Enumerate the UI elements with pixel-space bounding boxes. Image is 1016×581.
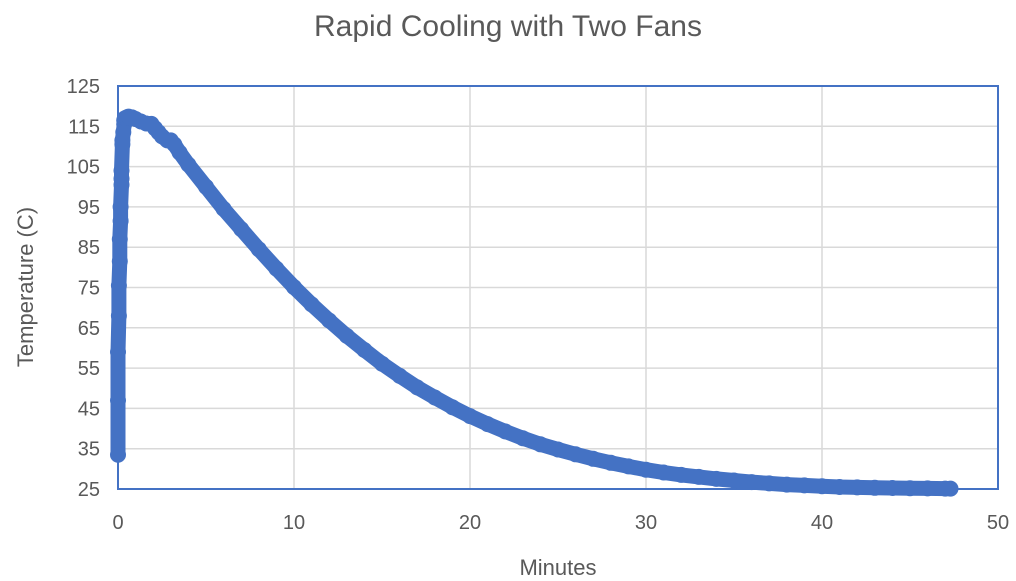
data-point — [356, 342, 373, 358]
data-point — [743, 474, 760, 491]
data-point — [796, 477, 813, 494]
data-point — [426, 389, 443, 406]
data-point — [110, 392, 126, 409]
data-point — [690, 468, 707, 485]
y-tick-label: 95 — [78, 197, 100, 219]
data-point — [110, 277, 127, 294]
chart-title: Rapid Cooling with Two Fans — [314, 10, 702, 43]
y-tick-label: 25 — [78, 479, 100, 501]
data-point — [250, 241, 267, 258]
data-point — [761, 475, 778, 492]
data-point — [286, 279, 302, 296]
data-point — [497, 423, 514, 440]
data-point — [233, 221, 250, 238]
y-tick-label: 45 — [78, 398, 100, 420]
data-point — [814, 478, 830, 495]
data-point — [726, 472, 742, 489]
x-tick-label: 30 — [635, 512, 657, 534]
data-point — [111, 231, 128, 248]
series-temperature — [110, 108, 959, 497]
data-point — [902, 480, 918, 497]
data-point — [585, 450, 602, 467]
data-point — [849, 479, 866, 496]
data-point — [919, 480, 936, 497]
series-line — [110, 109, 958, 497]
data-point — [110, 344, 126, 360]
data-point — [866, 479, 883, 496]
data-point — [338, 327, 355, 344]
data-point — [303, 296, 320, 313]
y-gridlines — [118, 85, 998, 490]
data-point — [602, 454, 619, 471]
data-point — [198, 178, 214, 195]
data-point — [514, 430, 531, 447]
y-tick-label: 35 — [78, 439, 100, 461]
data-point — [620, 458, 637, 475]
data-point — [113, 162, 130, 179]
x-tick-label: 10 — [283, 512, 305, 534]
data-point — [112, 213, 129, 229]
data-point — [112, 198, 129, 215]
y-tick-label: 65 — [78, 318, 100, 340]
y-tick-label: 115 — [68, 116, 100, 138]
data-point — [111, 253, 128, 270]
data-point — [409, 379, 426, 396]
data-point — [942, 480, 959, 497]
data-point — [444, 399, 461, 416]
data-point — [479, 416, 496, 433]
data-point — [180, 156, 197, 173]
data-point — [778, 476, 795, 493]
y-tick-label: 55 — [78, 358, 100, 380]
x-tick-label: 40 — [811, 512, 833, 534]
data-point — [171, 144, 188, 161]
y-axis-tick-labels: 25 35 45 55 65 75 85 95 105 115 125 — [67, 76, 100, 501]
x-tick-label: 20 — [459, 512, 481, 534]
data-point — [532, 436, 549, 453]
y-tick-label: 75 — [78, 278, 100, 300]
data-point — [550, 441, 566, 458]
data-point — [110, 307, 127, 324]
data-point — [321, 312, 338, 329]
data-point — [110, 446, 126, 463]
y-tick-label: 105 — [67, 157, 100, 179]
x-tick-label: 0 — [112, 512, 123, 534]
data-point — [884, 480, 901, 496]
data-point — [708, 470, 725, 487]
data-point — [215, 200, 232, 217]
data-point — [462, 408, 478, 425]
y-tick-label: 125 — [67, 76, 100, 98]
data-point — [638, 461, 654, 478]
data-point — [655, 464, 672, 481]
data-point — [391, 367, 408, 384]
x-tick-label: 50 — [987, 512, 1009, 534]
y-tick-label: 85 — [78, 237, 100, 259]
data-point — [268, 260, 285, 277]
data-point — [673, 466, 690, 483]
data-point — [831, 479, 848, 495]
x-axis-title: Minutes — [519, 555, 596, 580]
data-point — [374, 355, 390, 372]
data-point — [567, 446, 584, 463]
y-axis-title: Temperature (C) — [13, 207, 38, 367]
x-axis-tick-labels: 0 10 20 30 40 50 — [112, 512, 1009, 534]
series-points — [110, 108, 959, 497]
